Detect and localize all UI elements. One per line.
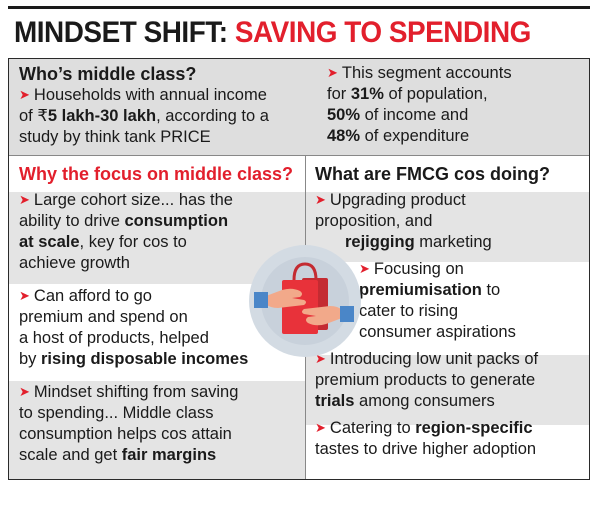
who-line1: ➤ Households with annual income xyxy=(19,86,267,104)
fmcg-point1: ➤ Upgrading product proposition, and reji… xyxy=(315,191,492,251)
horizontal-divider xyxy=(9,155,589,156)
who-heading: Who’s middle class? xyxy=(19,64,197,84)
why-point2: ➤ Can afford to go premium and spend on a… xyxy=(19,287,249,368)
infographic: MINDSET SHIFT: SAVING TO SPENDING Who’s … xyxy=(8,6,590,480)
who-line2: of ₹5 lakh-30 lakh, according to a xyxy=(19,107,269,125)
arrow-bullet-icon: ➤ xyxy=(315,192,326,207)
fmcg-point3-bg xyxy=(306,355,589,425)
fmcg-point3: ➤ Introducing low unit packs of premium p… xyxy=(315,350,539,410)
arrow-bullet-icon: ➤ xyxy=(19,288,30,303)
title-part2: SAVING TO SPENDING xyxy=(234,16,531,49)
why-block: Why the focus on middle class? ➤ Large co… xyxy=(19,163,293,466)
why-heading: Why the focus on middle class? xyxy=(19,164,294,184)
fmcg-point2: ➤ Focusing on premiumisation to cater to … xyxy=(359,260,516,341)
why-point3-bg xyxy=(9,381,305,479)
content-box: Who’s middle class? ➤ Households with ann… xyxy=(8,58,590,480)
who-line3: study by think tank PRICE xyxy=(19,128,211,146)
arrow-bullet-icon: ➤ xyxy=(19,87,30,102)
middle-class-panel xyxy=(9,59,589,155)
why-point3: ➤ Mindset shifting from saving to spendin… xyxy=(19,383,239,464)
page-title: MINDSET SHIFT: SAVING TO SPENDING xyxy=(14,16,531,50)
fmcg-heading: What are FMCG cos doing? xyxy=(315,164,551,184)
segment-line1: ➤ This segment accounts xyxy=(327,64,512,82)
fmcg-block: What are FMCG cos doing? ➤ Upgrading prod… xyxy=(315,163,550,460)
arrow-bullet-icon: ➤ xyxy=(359,261,370,276)
why-point1: ➤ Large cohort size... has the ability to… xyxy=(19,191,233,272)
why-point1-bg xyxy=(9,192,305,284)
top-rule xyxy=(8,6,590,9)
arrow-bullet-icon: ➤ xyxy=(19,384,30,399)
fmcg-point1-bg xyxy=(306,192,589,262)
segment-line4: 48% of expenditure xyxy=(327,127,470,145)
arrow-bullet-icon: ➤ xyxy=(315,351,326,366)
segment-line3: 50% of income and xyxy=(327,106,469,124)
segment-line2: for 31% of population, xyxy=(327,85,488,103)
arrow-bullet-icon: ➤ xyxy=(327,65,338,80)
arrow-bullet-icon: ➤ xyxy=(315,420,326,435)
title-part1: MINDSET SHIFT: xyxy=(14,16,228,49)
who-block: Who’s middle class? ➤ Households with ann… xyxy=(19,63,269,148)
shopping-bag-hands-icon xyxy=(248,244,362,358)
arrow-bullet-icon: ➤ xyxy=(19,192,30,207)
segment-block: ➤ This segment accounts for 31% of popula… xyxy=(327,63,512,147)
fmcg-point4: ➤ Catering to region-specific tastes to d… xyxy=(315,419,537,458)
